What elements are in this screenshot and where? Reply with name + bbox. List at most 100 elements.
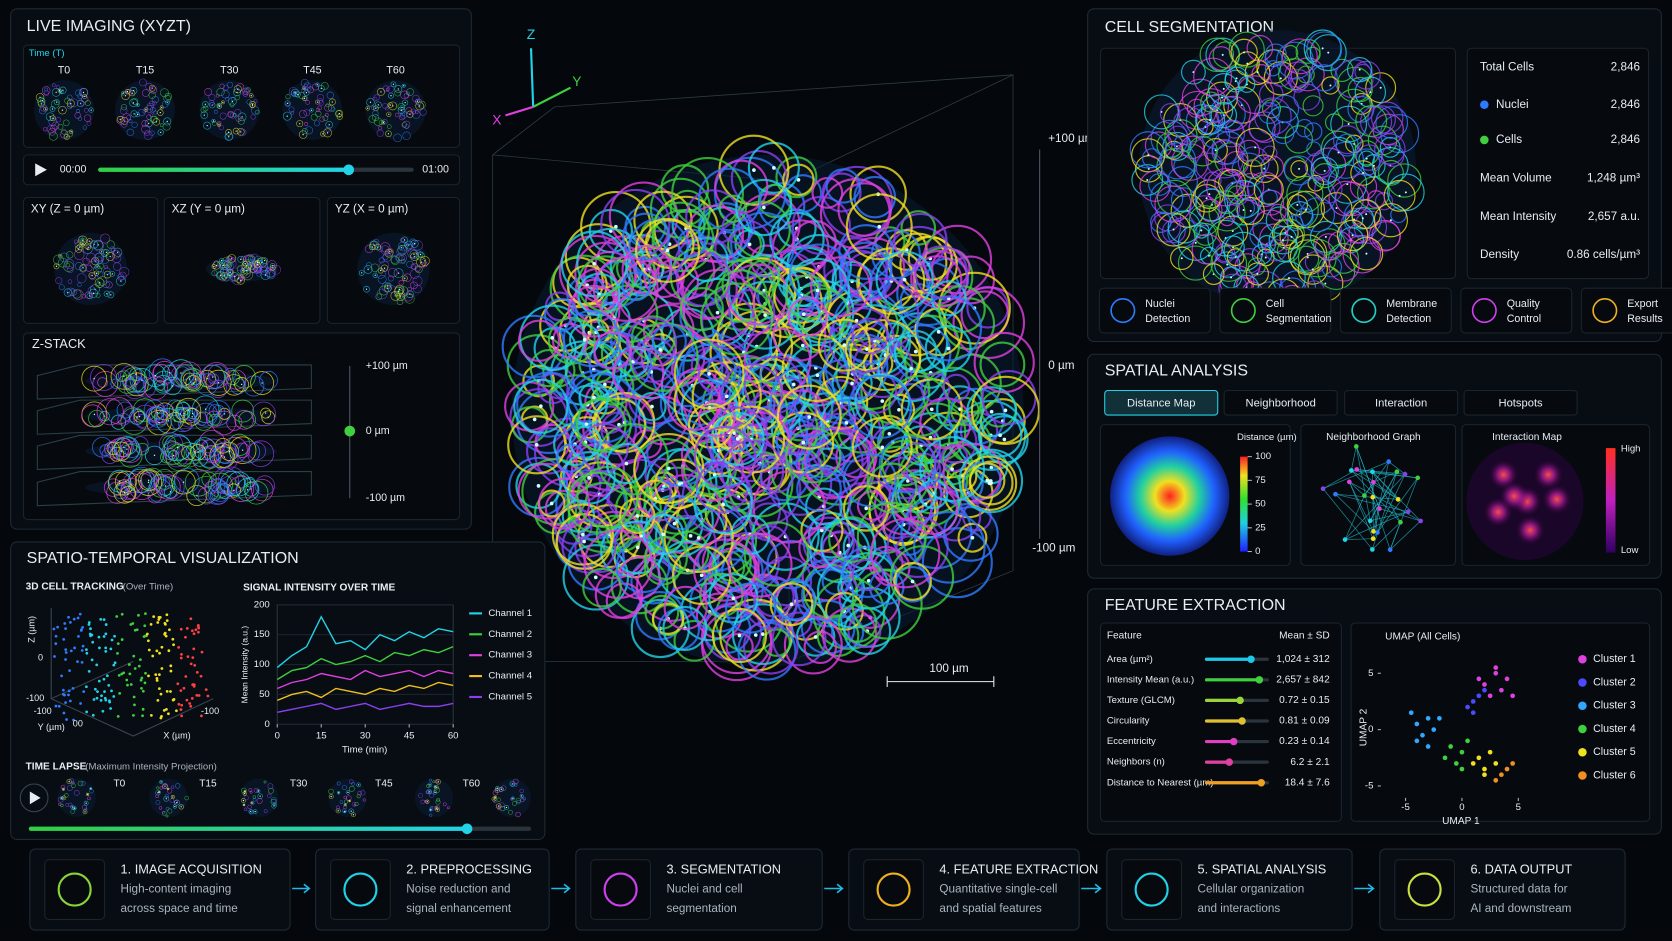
cell	[343, 803, 347, 807]
nucleus-dot	[218, 105, 220, 107]
nucleus-dot	[67, 291, 69, 294]
cell	[365, 106, 370, 111]
nucleus-dot	[79, 246, 81, 248]
cell	[897, 442, 937, 482]
cell	[1321, 76, 1340, 95]
tool-button[interactable]	[1098, 287, 1211, 334]
nucleus-dot	[887, 431, 892, 436]
cell	[743, 521, 810, 587]
cell	[73, 790, 80, 796]
cell	[608, 181, 679, 252]
track-point	[132, 714, 135, 717]
nucleus-dot	[592, 262, 597, 266]
cell	[80, 101, 85, 106]
cell-image	[365, 80, 427, 143]
track-point	[95, 696, 99, 700]
nucleus-dot	[61, 109, 64, 111]
cell	[322, 115, 329, 121]
nucleus-dot	[581, 532, 585, 537]
sphere-body	[34, 80, 94, 140]
tab[interactable]	[1223, 389, 1338, 416]
tab[interactable]	[1463, 389, 1578, 416]
tab[interactable]	[1104, 389, 1219, 416]
cell	[165, 444, 193, 471]
cell	[1314, 233, 1343, 261]
cell	[405, 107, 413, 115]
cell	[133, 404, 158, 430]
cell	[942, 373, 971, 402]
cell	[163, 117, 172, 126]
cell	[96, 281, 101, 287]
cell	[394, 89, 401, 97]
scatter-point	[1437, 715, 1442, 721]
nucleus-dot	[126, 90, 129, 93]
colorbar	[1240, 456, 1248, 552]
nucleus-dot	[169, 372, 171, 374]
cell	[126, 375, 144, 394]
hotspot	[1515, 515, 1546, 546]
nucleus-dot	[164, 785, 166, 787]
nucleus-dot	[1256, 272, 1259, 275]
tool-button[interactable]	[1460, 287, 1573, 334]
nucleus-dot	[303, 97, 306, 100]
cell	[63, 134, 69, 140]
nucleus-dot	[86, 793, 89, 796]
tracking-title: 3D CELL TRACKING	[26, 581, 124, 592]
cell	[393, 133, 402, 143]
cell	[79, 88, 88, 97]
track-point	[147, 674, 150, 678]
cell	[249, 790, 253, 794]
track-point	[92, 698, 96, 701]
scrubber[interactable]	[343, 164, 355, 176]
panel-title: CELL SEGMENTATION	[1105, 19, 1274, 36]
track-point	[78, 612, 82, 616]
track-point	[155, 676, 159, 680]
nucleus-dot	[1221, 53, 1224, 56]
view-label: XZ (Y = 0 µm)	[172, 202, 245, 215]
nucleus-dot	[988, 479, 993, 483]
play-button[interactable]	[29, 791, 41, 805]
cell	[1375, 106, 1409, 139]
nucleus-dot	[420, 261, 422, 263]
cell	[940, 443, 969, 473]
nucleus-dot	[424, 260, 426, 262]
cell	[390, 255, 399, 264]
tool-button[interactable]	[1219, 287, 1332, 334]
cell	[120, 104, 128, 111]
tool-button[interactable]	[1339, 287, 1452, 334]
cell	[242, 791, 247, 796]
cell	[304, 122, 309, 126]
play-button[interactable]	[35, 163, 47, 177]
cell	[328, 105, 335, 112]
cell	[53, 263, 60, 270]
nucleus-dot	[68, 780, 70, 783]
play-circle[interactable]	[19, 783, 49, 813]
track-point	[67, 689, 71, 693]
cell	[93, 270, 100, 276]
scrubber[interactable]	[461, 823, 473, 835]
cell	[298, 130, 308, 139]
feature-knob	[1255, 676, 1264, 684]
cell	[1269, 64, 1292, 87]
cell	[311, 83, 319, 91]
z-label: -100 µm	[366, 492, 405, 504]
cell	[85, 244, 91, 250]
cell	[240, 267, 251, 279]
tool-button[interactable]	[1580, 287, 1672, 334]
cell	[727, 254, 801, 327]
cell	[242, 269, 253, 281]
cell	[1264, 60, 1282, 77]
tab[interactable]	[1344, 389, 1459, 416]
track-point	[168, 628, 171, 632]
nucleus-dot	[950, 467, 954, 471]
cell	[354, 801, 359, 806]
cell	[1236, 196, 1265, 225]
nucleus-dot	[110, 294, 112, 296]
nucleus-dot	[864, 506, 869, 511]
cell	[893, 212, 948, 268]
cell	[152, 100, 157, 106]
nucleus-dot	[807, 415, 812, 419]
subpanel	[1300, 424, 1457, 566]
cell	[817, 318, 871, 372]
z-slider-knob[interactable]	[344, 425, 356, 437]
